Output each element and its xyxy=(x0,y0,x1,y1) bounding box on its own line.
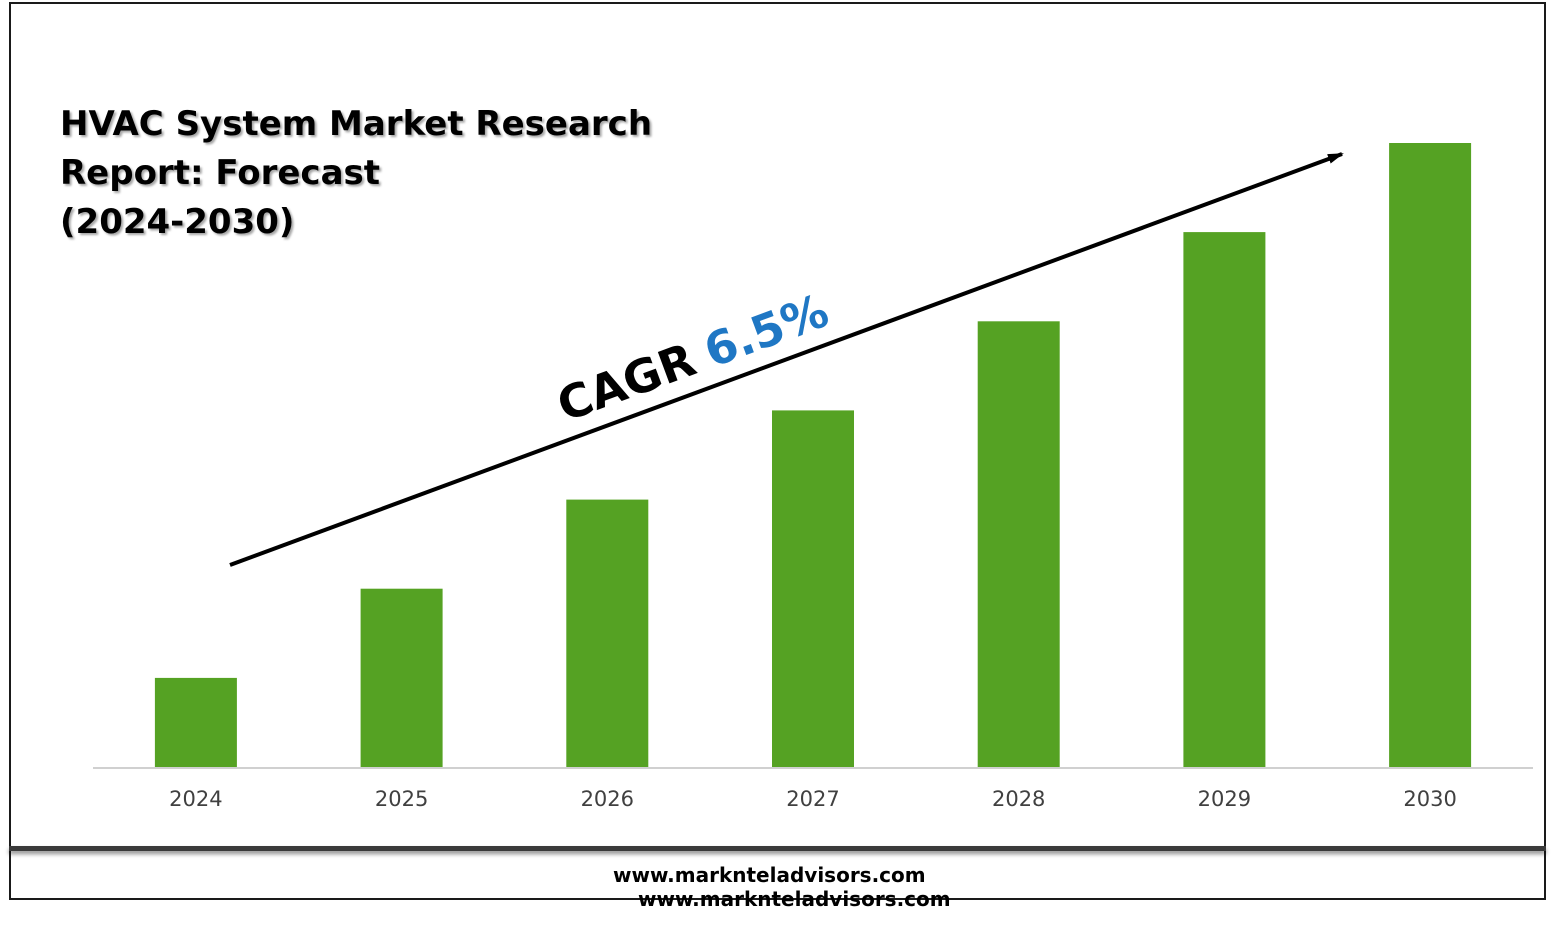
x-tick-label-2024: 2024 xyxy=(169,787,222,811)
website-url: www.marknteladvisors.com xyxy=(613,863,926,887)
bar-2029 xyxy=(1183,232,1266,768)
bar-2026 xyxy=(566,499,649,767)
bar-series xyxy=(154,143,1472,768)
bar-2030 xyxy=(1389,143,1472,767)
footer-divider xyxy=(9,846,1546,851)
x-tick-label-2030: 2030 xyxy=(1403,787,1456,811)
x-tick-label-2029: 2029 xyxy=(1198,787,1251,811)
website-url-echo: www.marknteladvisors.com xyxy=(638,887,951,911)
cagr-value: 6.5% xyxy=(697,283,835,378)
x-tick-label-2025: 2025 xyxy=(375,787,428,811)
bar-2025 xyxy=(360,588,443,767)
x-tick-label-2028: 2028 xyxy=(992,787,1045,811)
bar-2024 xyxy=(154,677,237,767)
chart-title-line-1: HVAC System Market Research xyxy=(60,104,653,144)
x-tick-label-2027: 2027 xyxy=(786,787,839,811)
bar-2027 xyxy=(772,410,854,767)
bar-2028 xyxy=(977,321,1060,767)
growth-trend-arrow xyxy=(229,152,1344,567)
chart-title-line-3: (2024-2030) xyxy=(60,202,295,242)
x-tick-label-2026: 2026 xyxy=(581,787,634,811)
x-axis-ticks: 2024 2025 2026 2027 2028 2029 2030 xyxy=(169,787,1457,811)
chart-title: HVAC System Market Research Report: Fore… xyxy=(60,100,760,247)
chart-title-line-2: Report: Forecast xyxy=(60,153,381,193)
